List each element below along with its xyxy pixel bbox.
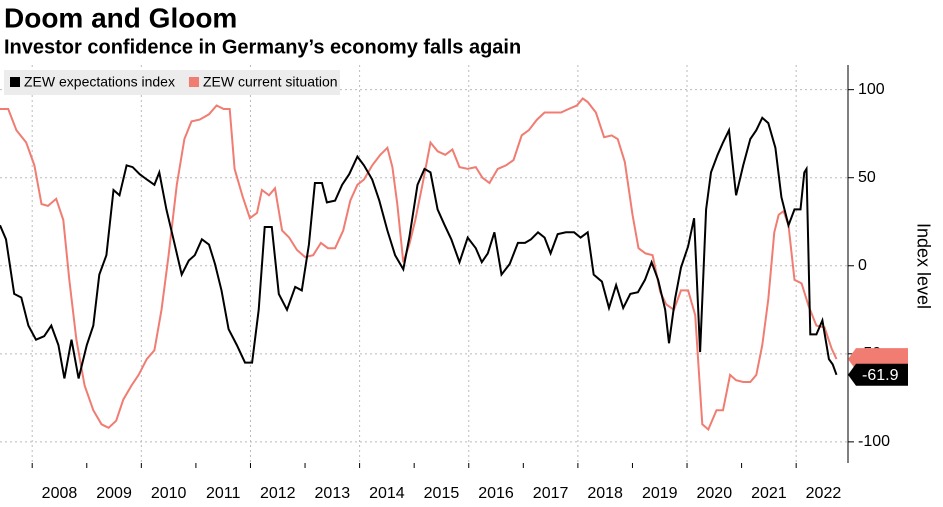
end-value-tag: -61.9 [848,363,908,386]
y-axis-label: Index level [913,223,933,309]
legend-swatch [188,77,199,87]
legend-swatch [10,77,20,87]
x-tick-label: 2022 [806,485,842,502]
x-tick-label: 2020 [697,485,733,502]
x-tick-label: 2017 [533,485,569,502]
x-tick-label: 2013 [315,485,351,502]
legend: ZEW expectations index ZEW current situat… [4,70,340,95]
x-tick-label: 2019 [642,485,678,502]
y-tick-label: 50 [858,169,876,186]
y-tick-label: 100 [858,81,885,98]
x-tick-label: 2012 [260,485,296,502]
legend-label: ZEW current situation [203,74,338,90]
chart-title: Doom and Gloom [4,2,237,33]
end-value-box [848,363,908,386]
x-tick-label: 2010 [151,485,187,502]
x-tick-label: 2015 [424,485,460,502]
y-tick-label: -100 [858,433,890,450]
x-tick-label: 2018 [587,485,623,502]
x-tick-label: 2021 [751,485,787,502]
line-series [0,116,838,379]
x-tick-label: 2008 [42,485,78,502]
line-series [0,97,838,432]
y-tick-label: 0 [858,257,867,274]
legend-background [4,70,340,95]
chart-subtitle: Investor confidence in Germany’s economy… [4,36,521,58]
x-tick-label: 2016 [478,485,514,502]
end-value-label: -61.9 [862,367,899,384]
x-tick-label: 2009 [96,485,132,502]
legend-label: ZEW expectations index [24,74,175,90]
x-tick-label: 2011 [206,485,241,502]
x-tick-label: 2014 [369,485,405,502]
